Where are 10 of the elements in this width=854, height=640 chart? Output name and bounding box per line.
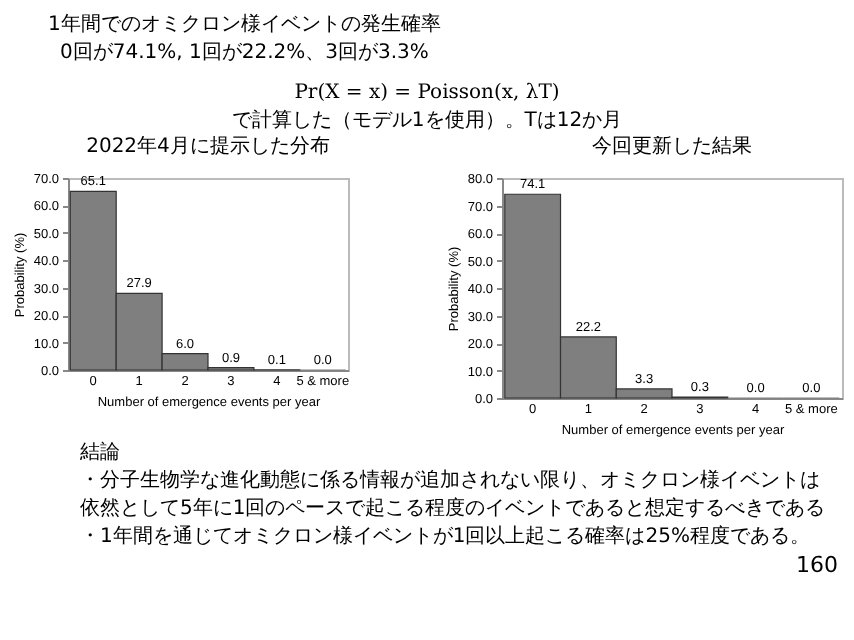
text: 依然として5年に1回のペースで起こる程度のイベントであると想定するべきである (80, 496, 828, 524)
text: で計算した（モデル1を使用）。Tは12か月 (229, 108, 625, 136)
text: 1年間でのオミクロン様イベントの発生確率 (48, 12, 443, 40)
chart-title: 2022年4月に提示した分布 (86, 134, 330, 158)
text: ・分子生物学な進化動態に係る情報が追加されない限り、オミクロン様イベントは (80, 468, 822, 496)
text: ・1年間を通じてオミクロン様イベントが1回以上起こる確率は25%程度である。 (80, 524, 812, 552)
text: 0回が74.1%, 1回が22.2%、3回が3.3% (58, 40, 431, 68)
text: Pr(X = x) = Poisson(x, λT) (292, 80, 562, 108)
text: 160 (794, 552, 838, 580)
text: 結論 (80, 440, 122, 468)
